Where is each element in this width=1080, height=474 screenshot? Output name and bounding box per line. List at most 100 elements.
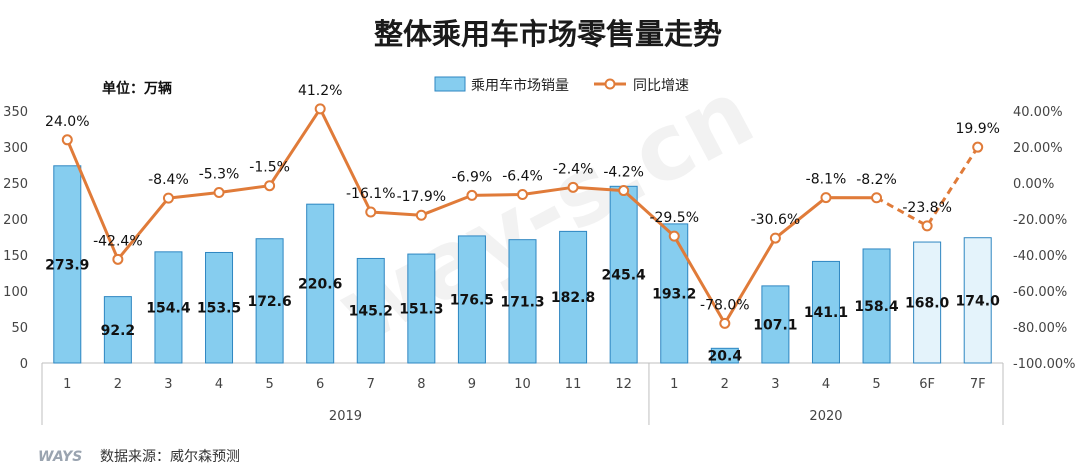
yoy-value-label: -4.2% (603, 165, 644, 181)
yoy-point (162, 192, 174, 204)
x-tick-label: 7F (970, 377, 986, 392)
bar-value-label: 158.4 (854, 299, 899, 315)
bar (710, 347, 739, 364)
x-tick-label: 3 (771, 377, 779, 392)
bar (306, 203, 335, 364)
y-right-tick-label: -100.00% (1013, 357, 1076, 372)
yoy-value-label: -30.6% (751, 212, 801, 228)
x-tick-label: 6F (919, 377, 935, 392)
bar (609, 185, 638, 364)
yoy-line-forecast (875, 146, 979, 228)
bar (457, 235, 486, 364)
y-left-tick-label: 0 (20, 357, 28, 372)
yoy-value-label: -29.5% (649, 210, 699, 226)
x-tick-label: 7 (367, 377, 375, 392)
yoy-point (719, 317, 731, 329)
y-right-tick-label: -20.00% (1013, 213, 1067, 228)
bar-value-label: 141.1 (804, 305, 848, 321)
x-tick-label: 2 (114, 377, 122, 392)
x-tick-label: 9 (468, 377, 476, 392)
bar (913, 241, 942, 364)
bar-value-label: 20.4 (708, 349, 743, 365)
yoy-value-label: -8.1% (806, 172, 847, 188)
yoy-point (769, 232, 781, 244)
y-right-tick-label: -40.00% (1013, 249, 1067, 264)
bar-value-label: 168.0 (905, 296, 950, 312)
yoy-point (466, 189, 478, 201)
yoy-value-label: 41.2% (298, 83, 342, 99)
yoy-value-label: -6.4% (502, 169, 543, 185)
yoy-line (61, 103, 984, 329)
bar (356, 257, 385, 364)
bar-value-label: 151.3 (399, 302, 443, 318)
y-left-tick-label: 100 (3, 285, 28, 300)
bar-value-label: 176.5 (450, 292, 494, 308)
yoy-value-label: 19.9% (955, 121, 999, 137)
yoy-value-label: -78.0% (700, 297, 750, 313)
ways-logo: WAYS (38, 449, 82, 465)
bar (154, 251, 183, 364)
x-group-label: 2019 (329, 409, 362, 424)
bar-value-label: 171.3 (500, 294, 544, 310)
y-right-tick-label: 40.00% (1013, 105, 1063, 120)
axes: 0 50 100 150 200 250 300 350 -100.00% -80.00% -60.… (3, 105, 1076, 425)
y-left-tick-label: 150 (3, 249, 28, 264)
bar-value-label: 220.6 (298, 277, 342, 293)
bar (508, 239, 537, 364)
y-left-tick-label: 300 (3, 141, 28, 156)
x-tick-label: 5 (265, 377, 273, 392)
bar-value-label: 193.2 (652, 286, 696, 302)
yoy-value-label: -16.1% (346, 186, 396, 202)
unit-label: 单位：万辆 (102, 80, 172, 97)
yoy-point (213, 187, 225, 199)
yoy-point (415, 209, 427, 221)
y-right-tick-label: 0.00% (1013, 177, 1054, 192)
yoy-value-label: -1.5% (249, 160, 290, 176)
bar (205, 251, 234, 364)
yoy-point (921, 220, 933, 232)
x-tick-label: 8 (417, 377, 425, 392)
bar (761, 285, 790, 364)
y-left-tick-label: 350 (3, 105, 28, 120)
bar-value-label: 182.8 (551, 290, 595, 306)
legend: 乘用车市场销量 同比增速 (434, 76, 689, 94)
bar (862, 248, 891, 364)
legend-line-label: 同比增速 (633, 78, 689, 94)
yoy-value-label: -23.8% (902, 200, 952, 216)
yoy-point (871, 192, 883, 204)
x-tick-label: 4 (822, 377, 830, 392)
yoy-point (61, 134, 73, 146)
yoy-value-label: -42.4% (93, 233, 143, 249)
bar (963, 237, 992, 364)
data-labels: 273.9 92.2 154.4 153.5 172.6 220.6 145.2 151.3 1… (45, 83, 1000, 365)
yoy-value-label: -8.2% (856, 172, 897, 188)
bar-value-label: 92.2 (101, 323, 136, 339)
x-tick-label: 11 (565, 377, 582, 392)
yoy-point (567, 181, 579, 193)
yoy-value-label: -17.9% (397, 189, 447, 205)
bar (53, 165, 82, 364)
footer: WAYS 数据来源：威尔森预测 (38, 449, 240, 465)
y-right-tick-label: -80.00% (1013, 321, 1067, 336)
y-left-tick-label: 250 (3, 177, 28, 192)
yoy-point (314, 103, 326, 115)
x-group-label: 2020 (809, 409, 842, 424)
yoy-point (820, 192, 832, 204)
x-tick-label: 1 (670, 377, 678, 392)
bar (407, 253, 436, 364)
bars (53, 165, 992, 364)
bar-value-label: 273.9 (45, 257, 89, 273)
x-tick-label: 3 (164, 377, 172, 392)
bar (255, 238, 284, 364)
y-right-tick-label: -60.00% (1013, 285, 1067, 300)
legend-bar-swatch (434, 76, 466, 92)
bar-value-label: 154.4 (146, 300, 191, 316)
x-tick-label: 4 (215, 377, 223, 392)
y-right-tick-label: 20.00% (1013, 141, 1063, 156)
yoy-value-label: -8.4% (148, 172, 189, 188)
yoy-point (668, 230, 680, 242)
yoy-point (365, 206, 377, 218)
yoy-value-label: 24.0% (45, 114, 89, 130)
x-tick-label: 2 (721, 377, 729, 392)
